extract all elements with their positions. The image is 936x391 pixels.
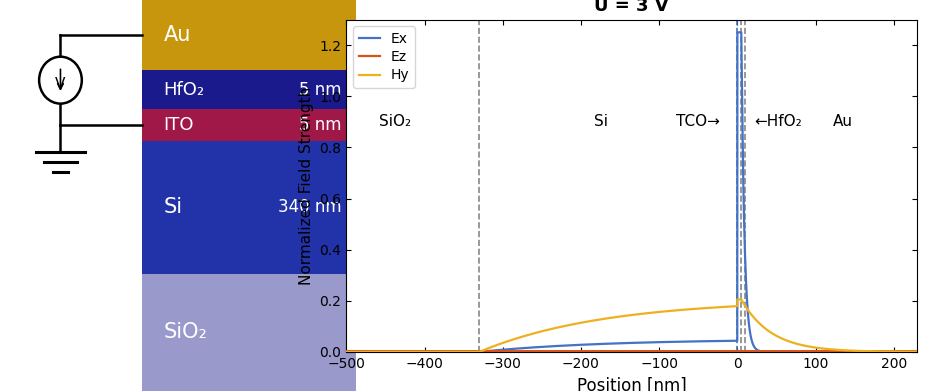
Ez bbox=[811, 349, 822, 353]
Text: ITO: ITO bbox=[164, 116, 194, 134]
Line: Ex: Ex bbox=[346, 32, 917, 352]
Bar bbox=[142, 70, 356, 109]
Ex bbox=[712, 339, 724, 343]
Ez bbox=[912, 349, 923, 353]
Ex bbox=[912, 350, 923, 354]
Text: 5 nm: 5 nm bbox=[299, 116, 342, 134]
Title: U = 3 V: U = 3 V bbox=[594, 0, 669, 15]
Hy bbox=[732, 297, 743, 302]
Ez bbox=[559, 349, 570, 353]
Hy bbox=[767, 331, 778, 336]
Circle shape bbox=[39, 57, 81, 104]
Text: Au: Au bbox=[164, 25, 191, 45]
Hy bbox=[559, 324, 570, 328]
Ez bbox=[712, 349, 724, 353]
Ex bbox=[811, 350, 822, 354]
Text: 340 nm: 340 nm bbox=[278, 198, 342, 216]
Ez bbox=[683, 349, 695, 353]
Ex bbox=[445, 350, 456, 354]
Legend: Ex, Ez, Hy: Ex, Ez, Hy bbox=[353, 27, 415, 88]
Text: 5 nm: 5 nm bbox=[299, 81, 342, 99]
Ez bbox=[445, 349, 456, 353]
Hy bbox=[341, 350, 352, 354]
Bar bbox=[142, 109, 356, 141]
Ez bbox=[341, 349, 352, 353]
Text: ←HfO₂: ←HfO₂ bbox=[754, 114, 802, 129]
Text: Si: Si bbox=[593, 114, 607, 129]
Ez bbox=[767, 349, 778, 353]
Text: V: V bbox=[55, 77, 66, 91]
Bar bbox=[142, 141, 356, 274]
Text: HfO₂: HfO₂ bbox=[164, 81, 205, 99]
Hy bbox=[445, 350, 456, 354]
Line: Hy: Hy bbox=[346, 300, 917, 352]
Text: Si: Si bbox=[164, 197, 183, 217]
Text: SiO₂: SiO₂ bbox=[164, 322, 208, 343]
Bar bbox=[142, 0, 356, 70]
X-axis label: Position [nm]: Position [nm] bbox=[577, 376, 687, 391]
Y-axis label: Normalized Field Strength: Normalized Field Strength bbox=[299, 86, 314, 285]
Ex bbox=[683, 339, 695, 344]
Hy bbox=[683, 307, 695, 312]
Ex bbox=[559, 343, 570, 348]
Ex bbox=[341, 350, 352, 354]
Text: Au: Au bbox=[833, 114, 853, 129]
Text: TCO→: TCO→ bbox=[677, 114, 720, 129]
Ex bbox=[732, 30, 743, 35]
Hy bbox=[912, 350, 923, 354]
Text: SiO₂: SiO₂ bbox=[379, 114, 411, 129]
Hy bbox=[712, 305, 724, 310]
Hy bbox=[811, 345, 822, 350]
Ex bbox=[767, 350, 778, 354]
Bar bbox=[142, 274, 356, 391]
